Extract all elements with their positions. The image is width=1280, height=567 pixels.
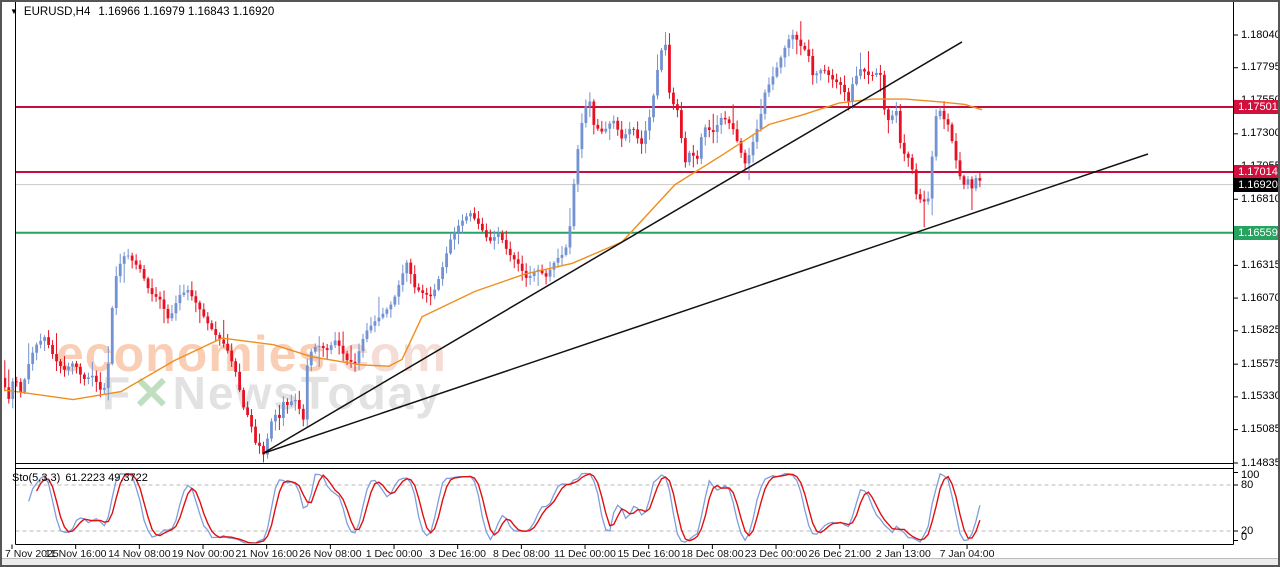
time-tick-label: 14 Nov 08:00 bbox=[108, 548, 171, 560]
price-tick-label: 1.15085 bbox=[1241, 423, 1280, 436]
stochastic-grid bbox=[15, 484, 1234, 532]
time-tick-label: 7 Nov 2025 bbox=[5, 548, 59, 560]
price-tag-1.17014: 1.17014 bbox=[1234, 165, 1278, 179]
trendline-1[interactable] bbox=[262, 41, 963, 455]
stochastic-main-line bbox=[28, 472, 981, 544]
price-tick-label: 1.16315 bbox=[1241, 258, 1280, 271]
stochastic-scale-label: 100 bbox=[1241, 469, 1260, 481]
stochastic-scale-label: 0 bbox=[1241, 531, 1248, 543]
price-tag-1.17501: 1.17501 bbox=[1234, 99, 1278, 114]
price-tick-label: 1.18040 bbox=[1241, 28, 1280, 41]
time-tick-label: 7 Jan 04:00 bbox=[939, 548, 995, 560]
chart-title: ▼ EURUSD,H4 1.16966 1.16979 1.16843 1.1692… bbox=[10, 6, 274, 18]
candles bbox=[4, 21, 982, 463]
time-tick-label: 8 Dec 08:00 bbox=[493, 548, 550, 560]
time-tick-label: 2 Jan 13:00 bbox=[875, 548, 931, 560]
stochastic-scale-label: 20 bbox=[1241, 524, 1254, 537]
price-tag-1.16920: 1.16920 bbox=[1234, 177, 1278, 192]
price-tick-label: 1.15825 bbox=[1241, 324, 1280, 337]
time-tick-label: 26 Dec 21:00 bbox=[808, 548, 871, 560]
time-tick-label: 18 Dec 08:00 bbox=[681, 548, 744, 560]
time-tick-label: 3 Dec 16:00 bbox=[429, 548, 486, 560]
price-tick-label: 1.16810 bbox=[1241, 192, 1280, 205]
stochastic-label: Sto(5,3,3) 61.2223 49.3722 bbox=[12, 472, 148, 484]
ohlc-quotes: 1.16966 1.16979 1.16843 1.16920 bbox=[98, 6, 275, 18]
price-tick-label: 1.14835 bbox=[1241, 456, 1280, 469]
chart-frame bbox=[11, 2, 1238, 549]
moving-average-line[interactable] bbox=[4, 98, 983, 401]
price-tick-label: 1.17795 bbox=[1241, 61, 1280, 74]
time-tick-label: 21 Nov 16:00 bbox=[235, 548, 298, 560]
stochastic-values: 61.2223 49.3722 bbox=[65, 472, 148, 484]
price-tick-label: 1.16070 bbox=[1241, 291, 1280, 304]
time-tick-label: 11 Nov 16:00 bbox=[44, 548, 107, 560]
trendline-2[interactable] bbox=[262, 153, 1149, 455]
time-tick-label: 26 Nov 08:00 bbox=[299, 548, 362, 560]
symbol-period: EURUSD,H4 bbox=[23, 6, 91, 18]
price-tag-1.16559: 1.16559 bbox=[1234, 225, 1278, 240]
time-tick-label: 11 Dec 00:00 bbox=[554, 548, 616, 560]
symbol-dropdown-icon[interactable]: ▼ bbox=[10, 7, 18, 16]
time-tick-label: 23 Dec 00:00 bbox=[744, 548, 808, 560]
stochastic-name: Sto(5,3,3) bbox=[12, 472, 61, 484]
price-tick-label: 1.15575 bbox=[1241, 357, 1280, 370]
price-tick-label: 1.17300 bbox=[1241, 127, 1280, 140]
price-tick-label: 1.15330 bbox=[1241, 390, 1280, 403]
level-lines[interactable] bbox=[15, 105, 1239, 234]
stochastic-scale-label: 80 bbox=[1241, 478, 1254, 491]
time-tick-label: 1 Dec 00:00 bbox=[365, 548, 423, 560]
bottom-strip bbox=[2, 558, 1278, 565]
time-tick-label: 15 Dec 16:00 bbox=[617, 548, 680, 560]
time-tick-label: 19 Nov 00:00 bbox=[171, 548, 235, 560]
stochastic-signal-line bbox=[35, 473, 981, 544]
